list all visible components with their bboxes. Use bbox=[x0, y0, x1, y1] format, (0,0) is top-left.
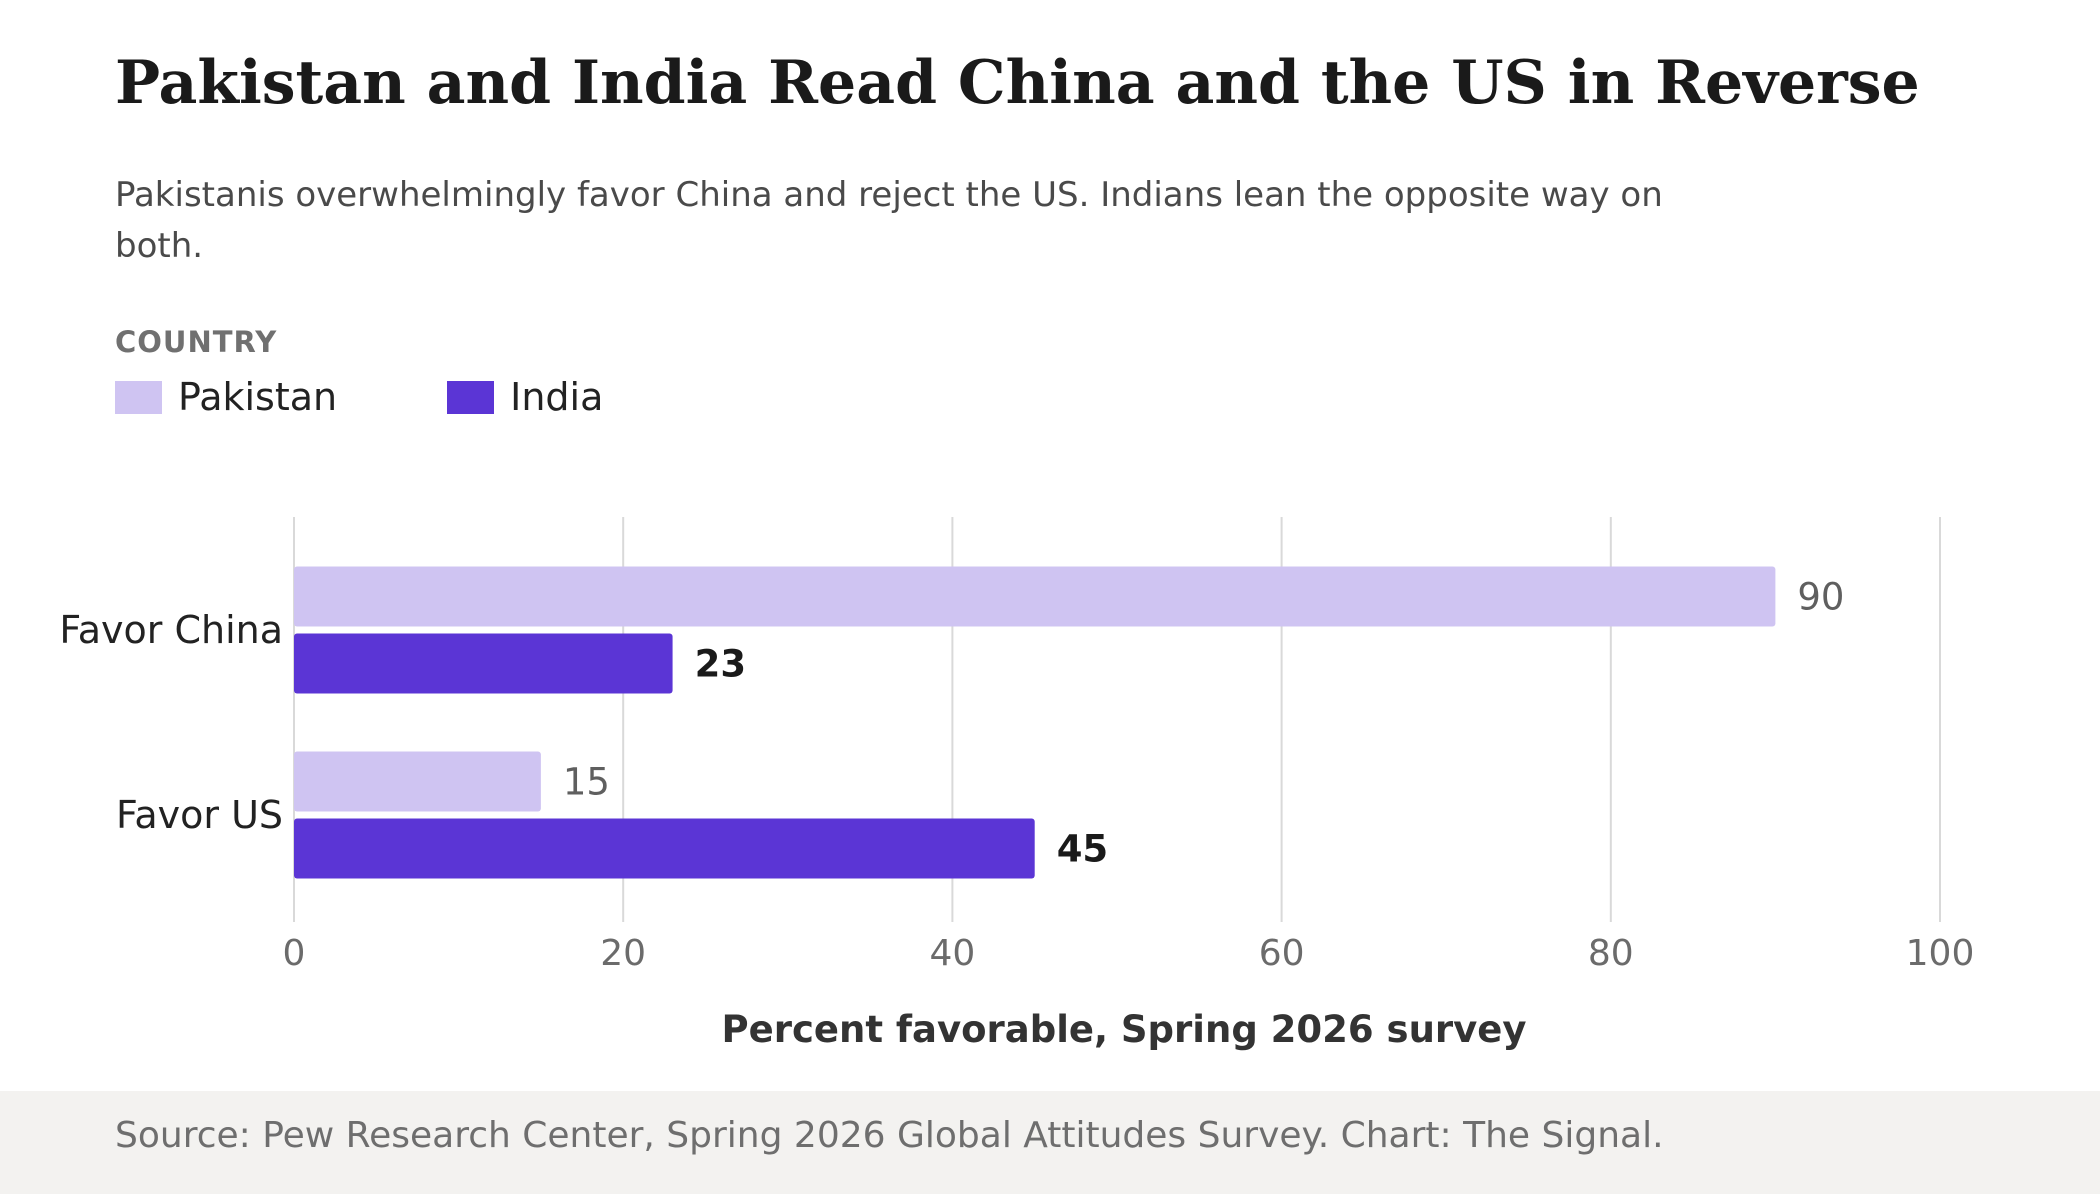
legend-label-india: India bbox=[510, 375, 604, 419]
bar-pakistan-0 bbox=[294, 566, 1776, 627]
x-tick-label-60: 60 bbox=[1259, 933, 1305, 974]
x-tick-label-40: 40 bbox=[929, 933, 975, 974]
legend-swatch-pakistan bbox=[115, 380, 162, 414]
data-label-india-1: 45 bbox=[1057, 828, 1109, 871]
legend-title: COUNTRY bbox=[115, 325, 278, 359]
category-label-0: Favor China bbox=[59, 608, 283, 652]
chart-subtitle: Pakistanis overwhelmingly favor China an… bbox=[115, 175, 1663, 266]
x-tick-label-100: 100 bbox=[1906, 933, 1975, 974]
footer: Source: Pew Research Center, Spring 2026… bbox=[0, 1091, 2100, 1194]
legend-label-pakistan: Pakistan bbox=[178, 375, 338, 419]
x-axis-label: Percent favorable, Spring 2026 survey bbox=[722, 1008, 1527, 1051]
legend-swatch-india bbox=[447, 380, 495, 414]
source-note: Source: Pew Research Center, Spring 2026… bbox=[115, 1115, 1664, 1156]
x-tick-label-20: 20 bbox=[600, 933, 646, 974]
category-label-1: Favor US bbox=[116, 793, 283, 837]
chart-title: Pakistan and India Read China and the US… bbox=[115, 48, 1920, 118]
bar-pakistan-1 bbox=[294, 751, 541, 812]
data-label-india-0: 23 bbox=[695, 643, 747, 686]
x-tick-label-0: 0 bbox=[283, 933, 306, 974]
bar-india-0 bbox=[294, 633, 673, 694]
legend-item-india: India bbox=[447, 375, 603, 419]
legend: Pakistan India bbox=[115, 375, 713, 419]
bar-india-1 bbox=[294, 818, 1035, 879]
bar-chart: 0 20 40 60 80 100 Favor China 90 23 Favor US 15 45 P… bbox=[59, 517, 1975, 1051]
data-label-pakistan-0: 90 bbox=[1797, 576, 1844, 619]
data-label-pakistan-1: 15 bbox=[563, 761, 610, 804]
legend-item-pakistan: Pakistan bbox=[115, 375, 337, 419]
x-tick-label-80: 80 bbox=[1588, 933, 1634, 974]
